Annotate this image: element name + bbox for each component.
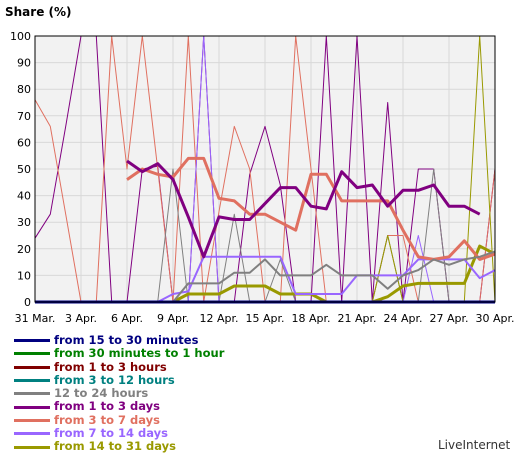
legend-swatch — [14, 418, 50, 422]
y-axis-label: Share (%) — [5, 5, 72, 19]
legend-label: from 15 to 30 minutes — [54, 333, 199, 347]
x-tick-label: 9 Apr. — [157, 312, 189, 325]
legend-label: 12 to 24 hours — [54, 386, 149, 401]
legend-label: from 1 to 3 hours — [54, 359, 167, 374]
legend-swatch — [14, 379, 50, 383]
legend-label: from 30 minutes to 1 hour — [54, 346, 225, 361]
legend-label: from 14 to 31 days — [54, 439, 176, 454]
legend-item: from 30 minutes to 1 hour — [14, 346, 225, 361]
y-tick-label: 100 — [10, 30, 31, 43]
legend-label: from 3 to 7 days — [54, 412, 160, 427]
y-tick-label: 80 — [17, 83, 31, 96]
legend-swatch — [14, 352, 50, 356]
x-tick-label: 24 Apr. — [383, 312, 422, 325]
y-tick-label: 50 — [17, 163, 31, 176]
y-tick-labels: 0 10 20 30 40 50 60 70 80 90 100 — [10, 30, 31, 309]
legend-label: from 1 to 3 days — [54, 399, 160, 414]
x-tick-label: 30 Apr. — [475, 312, 514, 325]
plot-frame — [34, 35, 496, 303]
y-tick-label: 30 — [17, 216, 31, 229]
series-line — [126, 159, 481, 259]
y-tick-label: 0 — [24, 296, 31, 309]
legend-item: 12 to 24 hours — [14, 386, 224, 401]
x-tick-label: 18 Apr. — [291, 312, 330, 325]
x-tick-label: 31 Mar. — [15, 312, 56, 325]
legend-swatch — [14, 365, 50, 369]
series-line — [127, 250, 496, 303]
legend-label: from 7 to 14 days — [54, 426, 168, 441]
y-tick-label: 90 — [17, 57, 31, 70]
legend-swatch — [14, 392, 50, 396]
legend-item: from 3 to 12 hours — [14, 372, 224, 387]
legend-item: from 1 to 3 days — [14, 400, 224, 413]
legend-item: from 1 to 3 hours — [14, 359, 224, 374]
y-tick-label: 70 — [17, 110, 31, 123]
legend-swatch — [14, 339, 50, 343]
legend-item: from 15 to 30 minutes — [14, 333, 224, 347]
x-tick-label: 3 Apr. — [65, 312, 97, 325]
legend-item: from 14 to 31 days — [14, 440, 224, 453]
y-tick-label: 60 — [17, 136, 31, 149]
liveinternet-logo: LiveInternet — [438, 438, 511, 452]
chart-legend: from 15 to 30 minutes from 30 minutes to … — [14, 333, 225, 454]
x-tick-label: 12 Apr. — [199, 312, 238, 325]
y-tick-label: 20 — [17, 243, 31, 256]
legend-swatch — [14, 405, 50, 409]
legend-swatch — [14, 432, 50, 436]
legend-label: from 3 to 12 hours — [54, 372, 175, 387]
y-tick-label: 40 — [17, 190, 31, 203]
y-tick-label: 10 — [17, 269, 31, 282]
x-tick-labels: 31 Mar. 3 Apr. 6 Apr. 9 Apr. 12 Apr. 15 Apr. 1… — [15, 312, 515, 325]
x-tick-label: 15 Apr. — [245, 312, 284, 325]
x-tick-label: 6 Apr. — [111, 312, 143, 325]
legend-item: from 3 to 7 days — [14, 412, 224, 427]
x-tick-label: 27 Apr. — [429, 312, 468, 325]
legend-item: from 7 to 14 days — [14, 426, 224, 441]
x-tick-label: 21 Apr. — [337, 312, 376, 325]
legend-swatch — [14, 445, 50, 449]
